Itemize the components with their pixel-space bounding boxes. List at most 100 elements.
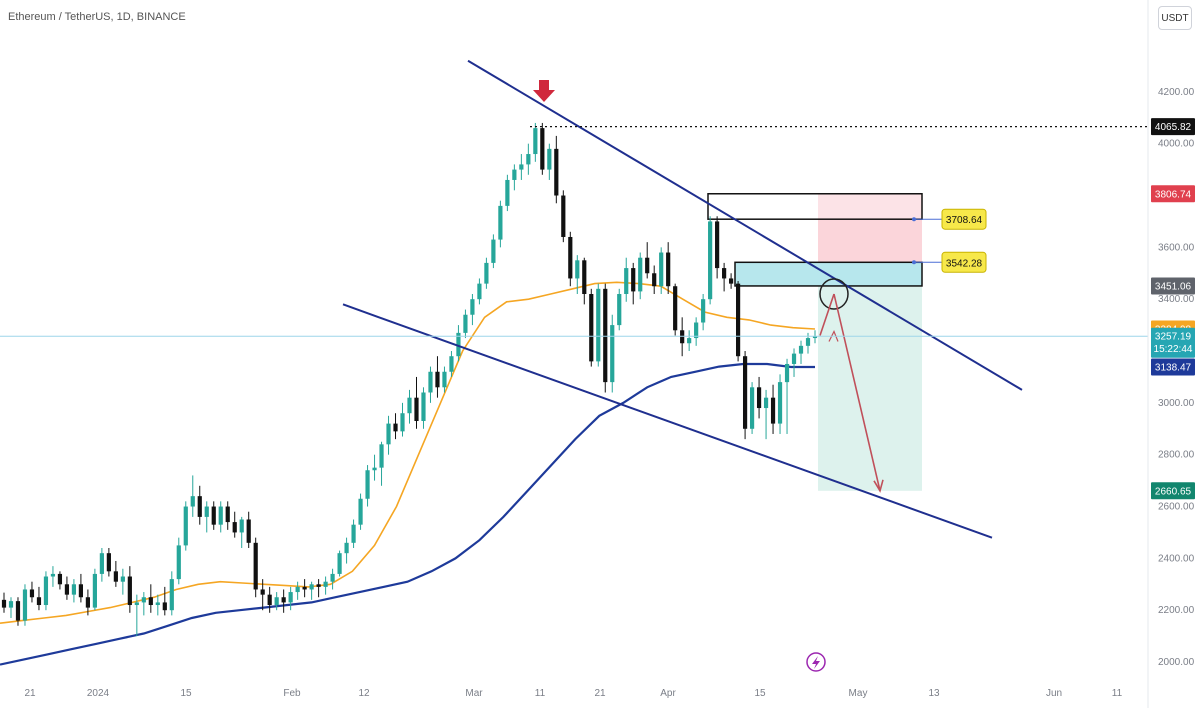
x-tick-label: 11 bbox=[535, 688, 546, 699]
candle-body bbox=[190, 496, 195, 507]
annotation-dot bbox=[912, 260, 916, 265]
x-tick-label: 12 bbox=[358, 688, 370, 699]
x-tick-label: 13 bbox=[928, 688, 940, 699]
candle-body bbox=[784, 363, 790, 383]
candle-body bbox=[708, 221, 713, 300]
candle-body bbox=[22, 589, 28, 621]
candle-body bbox=[680, 330, 685, 344]
candle-body bbox=[770, 397, 776, 424]
candle-body bbox=[756, 387, 762, 409]
candle-body bbox=[183, 506, 188, 546]
price-label-text: 4065.82 bbox=[1155, 122, 1192, 133]
candle-body bbox=[29, 589, 35, 598]
price-label-3138-47: 3138.47 bbox=[1151, 358, 1195, 376]
candle-body bbox=[36, 597, 42, 606]
candle-body bbox=[533, 128, 538, 155]
candle-body bbox=[120, 576, 125, 582]
y-tick-label: 2400.00 bbox=[1158, 553, 1195, 564]
candle-body bbox=[8, 601, 14, 608]
projection-down-line bbox=[833, 293, 881, 491]
x-tick-label: 15 bbox=[754, 688, 766, 699]
annotation-text: 3708.64 bbox=[946, 215, 983, 226]
circle-marker bbox=[819, 278, 849, 310]
x-tick-label: 2024 bbox=[87, 688, 110, 699]
candle-body bbox=[78, 584, 84, 598]
candle-body bbox=[176, 545, 181, 580]
price-label-bg bbox=[1151, 327, 1195, 358]
price-label-countdown: 15:22:44 bbox=[1154, 344, 1193, 355]
candle-body bbox=[400, 413, 405, 432]
price-label-text: 3138.47 bbox=[1155, 362, 1192, 373]
quote-currency-button[interactable]: USDT bbox=[1158, 6, 1192, 30]
candle-body bbox=[253, 542, 258, 590]
candle-body bbox=[442, 371, 447, 388]
candle-body bbox=[344, 542, 349, 554]
price-label-bg bbox=[1151, 118, 1195, 136]
candle-body bbox=[805, 338, 811, 346]
price-label-text: 3451.06 bbox=[1155, 281, 1192, 292]
candle-body bbox=[358, 498, 363, 525]
x-tick-label: 21 bbox=[594, 688, 606, 699]
candle-body bbox=[309, 584, 314, 590]
price-label-text: 3257.19 bbox=[1155, 332, 1192, 343]
candle-body bbox=[246, 519, 251, 543]
annotation-3708: 3708.64 bbox=[912, 208, 987, 230]
candle-body bbox=[568, 236, 573, 279]
target-zone bbox=[818, 285, 922, 491]
y-tick-label: 2600.00 bbox=[1158, 502, 1195, 513]
candle-body bbox=[106, 553, 111, 572]
candle-body bbox=[127, 576, 132, 606]
candle-body bbox=[302, 586, 307, 590]
candle-body bbox=[134, 602, 139, 606]
candle-body bbox=[463, 314, 468, 333]
candle-body bbox=[113, 571, 118, 582]
candle-body bbox=[722, 268, 727, 279]
x-tick-label: Jun bbox=[1046, 688, 1062, 699]
candle-body bbox=[596, 288, 601, 362]
candle-body bbox=[225, 506, 230, 523]
price-label-4065-82: 4065.82 bbox=[1151, 118, 1195, 136]
price-labels: 4065.823806.743451.063284.983257.1915:22… bbox=[1151, 118, 1195, 500]
candle-body bbox=[57, 573, 63, 585]
price-label-bg bbox=[1151, 482, 1195, 500]
candle-body bbox=[673, 286, 678, 331]
candles-layer bbox=[1, 122, 818, 637]
x-tick-label: Feb bbox=[283, 688, 301, 699]
candle-body bbox=[791, 353, 797, 364]
candle-body bbox=[365, 470, 370, 499]
price-label-text: 2660.65 bbox=[1155, 486, 1192, 497]
candle-body bbox=[155, 602, 160, 606]
ma-short-line bbox=[0, 281, 816, 624]
candle-body bbox=[99, 553, 104, 574]
candle-body bbox=[687, 338, 692, 344]
candle-body bbox=[162, 602, 167, 611]
candle-body bbox=[435, 371, 440, 388]
candle-body bbox=[295, 586, 300, 593]
overlays-layer: 3708.64 3542.28 bbox=[0, 59, 1148, 672]
candle-body bbox=[239, 519, 244, 533]
time-axis: 21 2024 15 Feb 12 Mar 11 21 Apr 15 May 13 Jun 11 bbox=[24, 688, 1122, 699]
lower-trendline bbox=[342, 303, 993, 539]
y-tick-label: 2000.00 bbox=[1158, 657, 1195, 668]
candle-body bbox=[645, 257, 650, 274]
candle-body bbox=[603, 288, 608, 383]
candle-body bbox=[526, 154, 531, 165]
ma-long-line bbox=[0, 362, 815, 666]
candle-body bbox=[197, 496, 202, 517]
candle-body bbox=[484, 262, 489, 284]
price-label-bg bbox=[1151, 358, 1195, 376]
candle-body bbox=[624, 268, 629, 294]
candle-body bbox=[735, 283, 741, 357]
candle-body bbox=[316, 584, 321, 587]
candle-body bbox=[694, 322, 699, 339]
candle-body bbox=[729, 278, 734, 284]
candle-body bbox=[288, 592, 293, 603]
x-tick-label: 11 bbox=[1112, 688, 1123, 699]
candle-body bbox=[337, 553, 342, 574]
price-label-bg bbox=[1151, 277, 1195, 295]
x-tick-label: 21 bbox=[24, 688, 36, 699]
candle-body bbox=[148, 597, 153, 606]
candle-body bbox=[64, 584, 70, 595]
